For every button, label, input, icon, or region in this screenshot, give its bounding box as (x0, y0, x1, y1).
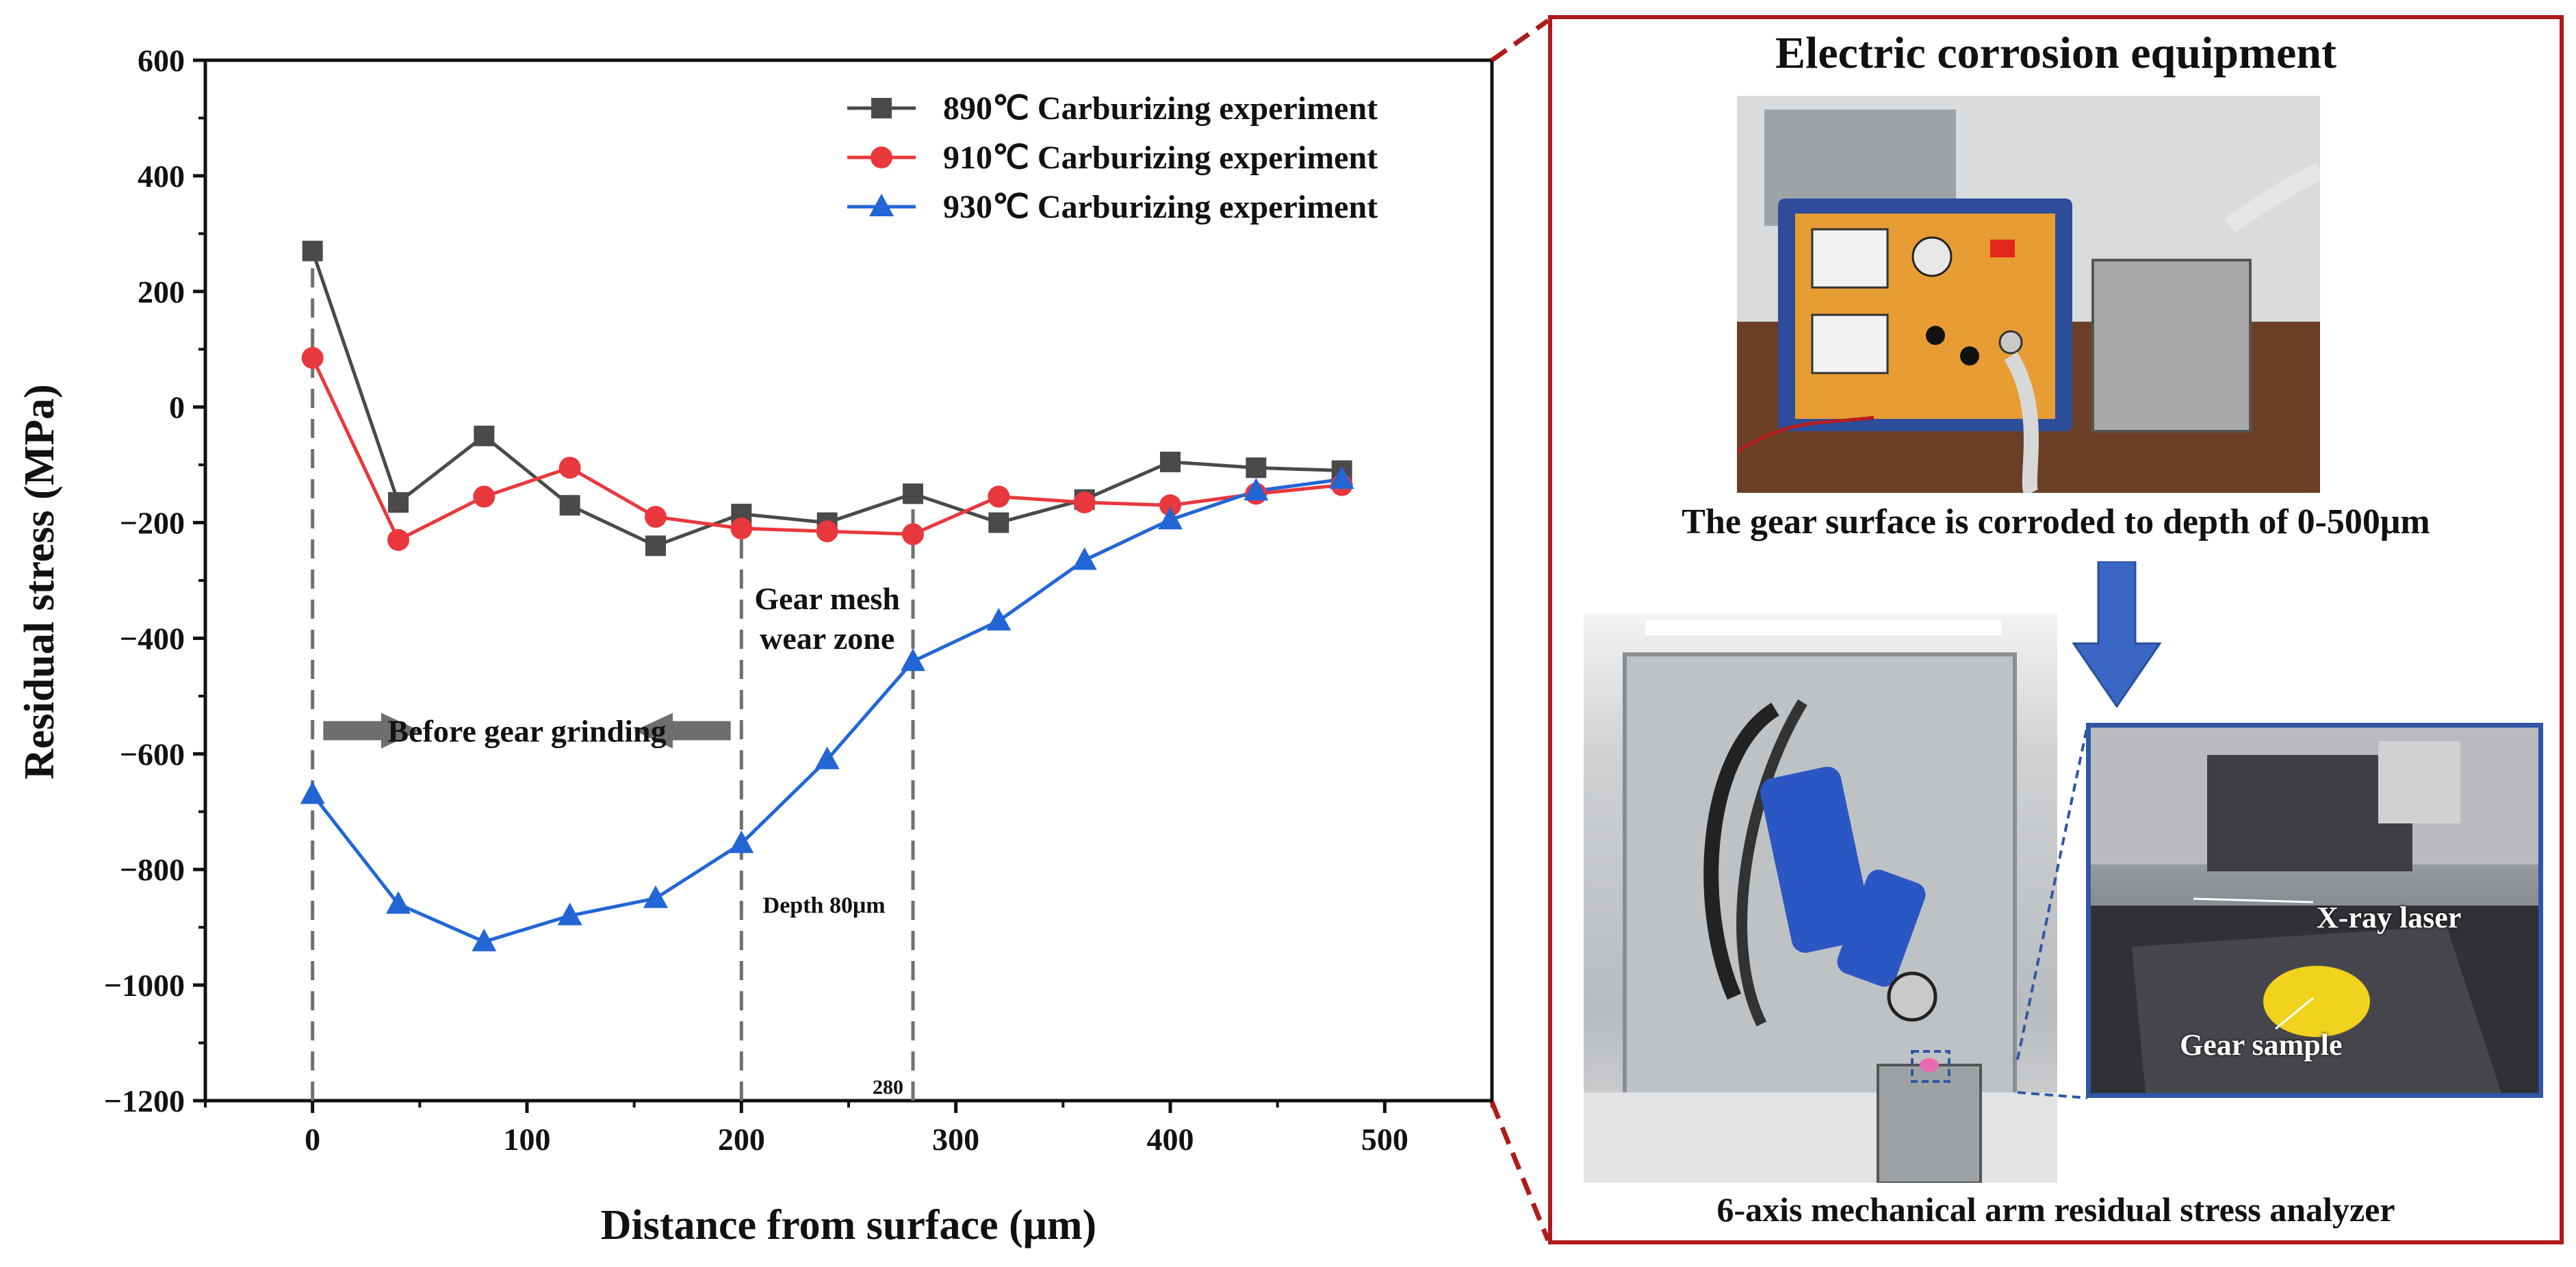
series-2-point-5 (729, 830, 754, 854)
series-1-point-2 (473, 485, 495, 508)
series-1-point-3 (558, 457, 581, 479)
series-2-point-9 (1072, 547, 1097, 570)
series-0-point-7 (903, 483, 923, 504)
y-tick-label-400: 400 (138, 159, 185, 194)
left-arrow-icon (634, 713, 731, 749)
series-0-point-4 (645, 535, 666, 556)
wear-zone-label-line2: wear zone (760, 621, 894, 656)
y-tick-label-600: 600 (138, 43, 185, 78)
zoom-connector-lines (2016, 725, 2089, 1099)
residual-stress-chart: 0 100 200 300 400 500 −1200 −1000 −800 −600 −400 −2… (16, 43, 1494, 1249)
mark-280-label: 280 (873, 1076, 903, 1099)
y-tick-label-0: 0 (169, 390, 185, 425)
depth-label: Depth 80μm (763, 893, 886, 919)
analyzer-illustration (1584, 620, 2057, 1183)
wear-zone-label-line1: Gear mesh (754, 581, 900, 616)
x-tick-label-300: 300 (932, 1122, 979, 1157)
xray-closeup-photo: X-ray laser Gear sample (2086, 723, 2543, 1098)
equipment-title: Electric corrosion equipment (1775, 28, 2336, 78)
connector-lines (1489, 18, 1551, 1242)
series-1-point-6 (816, 520, 838, 543)
series-2-point-8 (986, 608, 1012, 631)
x-tick-label-400: 400 (1147, 1122, 1194, 1157)
series-1-point-10 (1159, 494, 1181, 517)
series-0-point-1 (388, 492, 409, 513)
series-2-point-10 (1158, 507, 1183, 530)
legend-marker-0 (871, 98, 892, 118)
xray-laser-label: X-ray laser (2317, 901, 2462, 934)
series-2-point-2 (472, 928, 497, 951)
series-2-point-4 (643, 885, 668, 908)
series-0-point-2 (474, 425, 495, 446)
legend-label-0: 890℃ Carburizing experiment (943, 90, 1378, 127)
series-0-point-8 (988, 512, 1009, 533)
series-1-point-4 (645, 506, 667, 528)
analyzer-caption: 6-axis mechanical arm residual stress an… (1716, 1190, 2395, 1229)
series-0-point-10 (1160, 451, 1181, 472)
series-0-point-0 (302, 240, 323, 261)
connector-top (1490, 18, 1550, 62)
y-tick-label--800: −800 (120, 852, 185, 887)
y-tick-label--1200: −1200 (104, 1084, 185, 1118)
series-2-point-3 (557, 902, 582, 925)
x-axis-title: Distance from surface (μm) (601, 1202, 1096, 1249)
down-arrow-icon (2072, 561, 2161, 708)
series-line-2 (311, 477, 1343, 944)
series-2-point-11 (1244, 478, 1269, 501)
y-tick-label--400: −400 (120, 621, 185, 656)
series-1-point-7 (902, 523, 924, 546)
series-1-point-0 (301, 346, 324, 369)
legend-marker-2 (869, 194, 894, 216)
y-tick-label--200: −200 (120, 506, 185, 541)
x-tick-label-200: 200 (718, 1122, 765, 1157)
equipment-illustration (1737, 96, 2320, 493)
series-2-point-0 (300, 781, 325, 804)
series-1-point-8 (988, 485, 1010, 508)
mechanical-arm-analyzer-photo (1584, 613, 2057, 1183)
series-1-point-1 (387, 528, 409, 551)
x-tick-label-500: 500 (1361, 1122, 1408, 1157)
series-2-point-12 (1329, 466, 1354, 489)
y-tick-label--1000: −1000 (104, 968, 185, 1003)
series-2-point-7 (901, 648, 925, 671)
series-0-point-11 (1246, 457, 1267, 478)
equipment-panel: Electric corrosion equipment The gear su… (1548, 15, 2564, 1244)
gear-sample-label: Gear sample (2180, 1028, 2343, 1062)
legend-marker-1 (871, 146, 892, 168)
series-2-point-1 (386, 891, 411, 914)
legend-label-2: 930℃ Carburizing experiment (943, 189, 1378, 225)
right-arrow-icon (323, 713, 420, 749)
electric-corrosion-equipment-photo (1737, 96, 2320, 493)
legend-label-1: 910℃ Carburizing experiment (943, 140, 1378, 176)
y-tick-label--600: −600 (120, 737, 185, 771)
connector-bottom (1489, 1101, 1551, 1242)
x-tick-label-100: 100 (504, 1122, 551, 1157)
corrosion-depth-caption: The gear surface is corroded to depth of… (1682, 502, 2430, 541)
y-axis-title: Residual stress (MPa) (16, 384, 63, 779)
series-2-point-6 (814, 746, 840, 769)
closeup-illustration (2091, 728, 2538, 1093)
series-1-point-5 (730, 517, 753, 539)
before-grinding-label: Before gear grinding (387, 714, 666, 749)
series-0-point-3 (559, 495, 580, 516)
series-1-point-9 (1073, 491, 1096, 513)
x-tick-label-0: 0 (305, 1122, 320, 1157)
y-tick-label-200: 200 (138, 274, 185, 309)
